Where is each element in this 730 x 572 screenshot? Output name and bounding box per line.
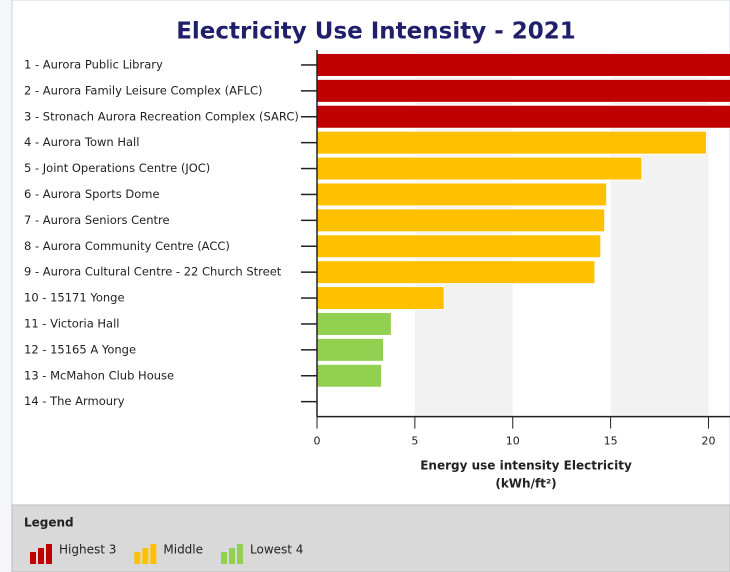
bar xyxy=(317,182,608,207)
y-tick-label: 2 - Aurora Family Leisure Complex (AFLC) xyxy=(24,83,263,97)
bar xyxy=(317,78,730,103)
x-tick-label: 20 xyxy=(701,435,715,448)
y-tick-label: 12 - 15165 A Yonge xyxy=(24,342,136,356)
y-tick-label: 7 - Aurora Seniors Centre xyxy=(24,213,170,227)
x-axis-label: Energy use intensity Electricity xyxy=(420,459,632,473)
legend-swatch xyxy=(237,544,244,564)
legend-swatch xyxy=(38,548,44,564)
bar xyxy=(317,52,730,77)
bar xyxy=(317,130,708,155)
legend-label: Middle xyxy=(163,543,203,557)
legend-title: Legend xyxy=(24,516,74,530)
bar xyxy=(317,311,392,336)
legend-swatch xyxy=(142,548,149,564)
x-tick-label: 0 xyxy=(314,435,321,448)
y-tick-label: 1 - Aurora Public Library xyxy=(24,57,163,71)
y-tick-label: 3 - Stronach Aurora Recreation Complex (… xyxy=(24,109,299,123)
bar xyxy=(317,156,643,181)
bar xyxy=(317,260,596,285)
y-tick-label: 5 - Joint Operations Centre (JOC) xyxy=(24,161,210,175)
bar xyxy=(317,234,602,259)
bar xyxy=(317,363,383,388)
bar xyxy=(317,104,730,129)
legend-swatch xyxy=(221,552,228,564)
y-tick-label: 10 - 15171 Yonge xyxy=(24,291,125,305)
legend-swatch xyxy=(134,552,141,564)
y-tick-label: 8 - Aurora Community Centre (ACC) xyxy=(24,239,230,253)
legend-label: Highest 3 xyxy=(59,543,116,557)
bar xyxy=(317,337,385,362)
bar xyxy=(317,286,445,311)
y-tick-label: 14 - The Armoury xyxy=(24,394,125,408)
y-tick-label: 11 - Victoria Hall xyxy=(24,316,119,330)
bar xyxy=(317,208,606,233)
y-tick-label: 13 - McMahon Club House xyxy=(24,368,174,382)
legend-swatch xyxy=(229,548,236,564)
legend-swatch xyxy=(150,544,157,564)
x-tick-label: 15 xyxy=(604,435,618,448)
x-tick-label: 5 xyxy=(411,435,418,448)
y-tick-label: 6 - Aurora Sports Dome xyxy=(24,187,160,201)
x-tick-label: 10 xyxy=(506,435,520,448)
legend-swatch xyxy=(46,544,52,564)
chart-title: Electricity Use Intensity - 2021 xyxy=(176,19,576,45)
legend-panel xyxy=(11,504,730,572)
x-axis-label: (kWh/ft²) xyxy=(495,477,556,491)
legend-label: Lowest 4 xyxy=(250,543,303,557)
y-tick-label: 4 - Aurora Town Hall xyxy=(24,135,139,149)
bars xyxy=(317,52,730,388)
legend-swatch xyxy=(30,552,36,564)
y-tick-label: 9 - Aurora Cultural Centre - 22 Church S… xyxy=(24,265,282,279)
